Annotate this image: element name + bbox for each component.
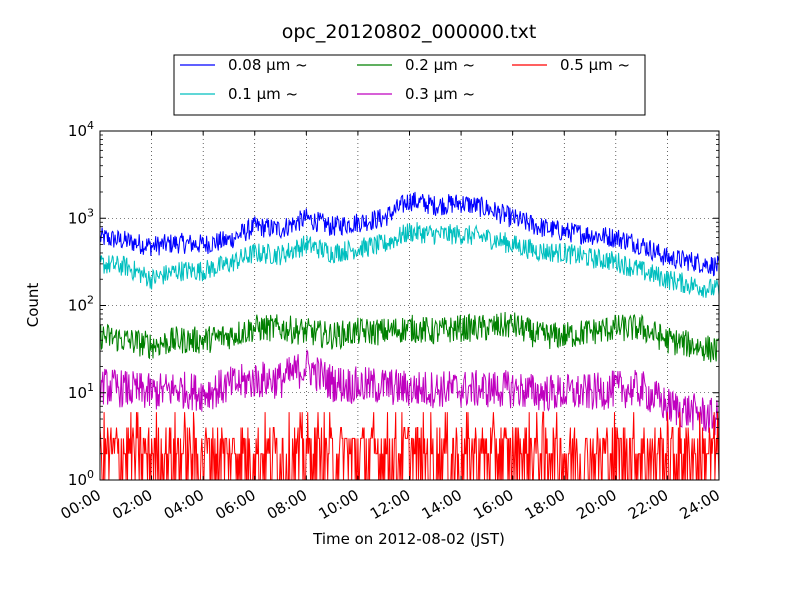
y-tick-exponent: 0 xyxy=(87,468,94,481)
x-tick-label: 22:00 xyxy=(625,486,671,523)
y-tick-exponent: 3 xyxy=(87,206,94,219)
y-axis-label: Count xyxy=(24,283,42,328)
x-tick-label: 18:00 xyxy=(522,486,568,523)
series-line xyxy=(99,348,720,436)
x-tick-label: 14:00 xyxy=(419,486,465,523)
chart-title: opc_20120802_000000.txt xyxy=(282,21,537,43)
series-line xyxy=(99,411,720,481)
y-tick-label: 100 xyxy=(68,468,94,489)
y-tick-label: 103 xyxy=(68,206,94,227)
y-tick-exponent: 4 xyxy=(87,119,94,132)
y-tick-exponent: 1 xyxy=(87,381,94,394)
x-tick-label: 06:00 xyxy=(212,486,258,523)
x-tick-label: 16:00 xyxy=(470,486,516,523)
legend-label: 0.3 μm ~ xyxy=(405,85,475,103)
x-axis-label: Time on 2012-08-02 (JST) xyxy=(312,530,505,548)
series-line xyxy=(99,222,720,298)
x-tick-label: 02:00 xyxy=(109,486,155,523)
legend: 0.08 μm ~ 0.1 μm ~ 0.2 μm ~ 0.3 μm ~ 0.5 μm … xyxy=(173,54,646,116)
legend-label: 0.08 μm ~ xyxy=(228,56,308,74)
y-tick-base: 10 xyxy=(68,471,87,489)
x-tick-label: 10:00 xyxy=(315,486,361,523)
y-tick-label: 104 xyxy=(68,119,94,140)
y-tick-label: 101 xyxy=(68,381,94,402)
legend-box xyxy=(173,54,646,116)
legend-label: 0.5 μm ~ xyxy=(560,56,630,74)
y-tick-base: 10 xyxy=(68,297,87,315)
legend-label: 0.1 μm ~ xyxy=(228,85,298,103)
legend-label: 0.2 μm ~ xyxy=(405,56,475,74)
y-tick-base: 10 xyxy=(68,384,87,402)
y-tick-label: 102 xyxy=(68,294,94,315)
series-line xyxy=(99,191,720,277)
x-tick-label: 24:00 xyxy=(677,486,723,523)
y-tick-exponent: 2 xyxy=(87,294,94,307)
x-tick-label: 12:00 xyxy=(367,486,413,523)
y-tick-base: 10 xyxy=(68,209,87,227)
x-tick-label: 20:00 xyxy=(573,486,619,523)
x-tick-label: 04:00 xyxy=(161,486,207,523)
x-tick-label: 08:00 xyxy=(264,486,310,523)
y-tick-base: 10 xyxy=(68,122,87,140)
x-tick-label: 00:00 xyxy=(58,486,104,523)
plot-area: 00:00 02:00 04:00 06:00 08:00 10:00 12:00 14:00… xyxy=(58,119,723,523)
series-line xyxy=(99,311,720,363)
